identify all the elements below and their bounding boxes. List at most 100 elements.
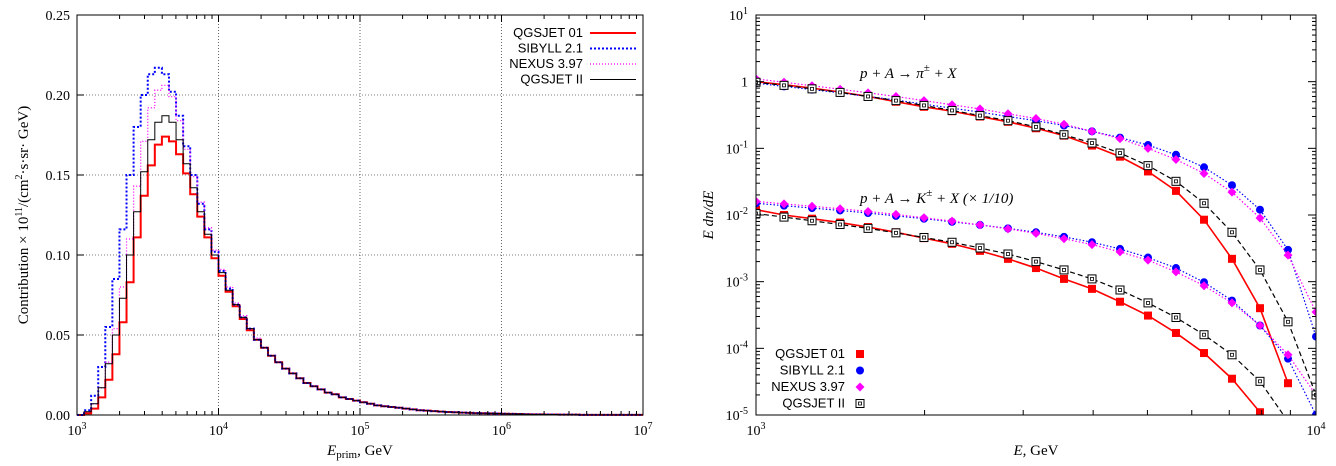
- right-x-tick-label-base: 10: [1307, 424, 1321, 439]
- right-data-point: [1031, 228, 1041, 238]
- right-data-point: [835, 204, 845, 214]
- right-data-point: [807, 216, 817, 226]
- left-x-tick-label-base: 10: [68, 424, 82, 439]
- right-data-point-inner: [866, 94, 870, 99]
- left-x-tick-label-base: 10: [492, 424, 506, 439]
- right-y-tick-label-base: 10: [726, 342, 740, 357]
- right-data-point-inner: [1006, 118, 1010, 123]
- right-y-tick-label-base: 10: [726, 209, 740, 224]
- right-data-point-inner: [1062, 132, 1066, 137]
- left-y-tick-label: 0.00: [46, 409, 71, 424]
- right-data-point: [835, 87, 845, 97]
- right-y-tick-label-base: 10: [726, 409, 740, 424]
- left-x-tick-label: 107: [634, 421, 653, 439]
- left-series: [77, 66, 643, 416]
- right-data-point-inner: [978, 246, 982, 250]
- left-series-qgsjet-ii: [77, 115, 643, 416]
- right-y-tick-label: 10-5: [726, 406, 748, 424]
- right-data-point-inner: [978, 113, 982, 118]
- right-data-point: [1199, 168, 1209, 178]
- right-series-line: [756, 202, 1316, 415]
- left-x-axis-label: Eprim, GeV: [326, 443, 393, 461]
- right-data-point: [1143, 161, 1153, 171]
- right-data-point: [835, 220, 845, 230]
- right-data-point: [1116, 297, 1125, 306]
- right-x-tick-label-exp: 4: [1321, 421, 1326, 432]
- right-data-point: [1003, 116, 1013, 126]
- right-data-point-inner: [1230, 230, 1234, 235]
- left-y-tick-label: 0.05: [46, 329, 71, 344]
- left-chart: 103 104 105 106 1070.000.050.100.150.200.25 …: [14, 9, 653, 461]
- right-y-tick-label-exp: -2: [740, 206, 748, 217]
- right-legend-marker: [855, 399, 865, 408]
- right-data-point-inner: [1230, 352, 1234, 357]
- right-data-point: [1143, 298, 1153, 308]
- right-data-point: [756, 77, 761, 87]
- right-data-point: [1311, 307, 1316, 317]
- right-legend-label: NEXUS 3.97: [771, 379, 845, 394]
- right-data-point-inner: [922, 235, 926, 240]
- left-y-tick-label: 0.25: [46, 9, 71, 24]
- right-data-point: [1059, 234, 1069, 244]
- right-data-point: [1227, 181, 1236, 190]
- right-y-tick-label: 10-2: [726, 206, 748, 224]
- right-data-point-inner: [1258, 268, 1262, 272]
- right-legend-label: SIBYLL 2.1: [780, 363, 845, 378]
- right-data-point: [947, 237, 957, 247]
- right-data-point-inner: [1034, 259, 1038, 264]
- right-data-point-inner: [1090, 277, 1094, 281]
- right-y-tick-label: 10-4: [726, 339, 748, 357]
- right-data-point: [1312, 411, 1316, 415]
- right-data-point: [919, 213, 929, 223]
- right-data-point: [919, 100, 929, 110]
- right-data-point: [1227, 374, 1236, 383]
- right-data-point: [1171, 150, 1180, 159]
- right-data-point-inner: [756, 80, 758, 85]
- right-y-tick-label-base: 10: [729, 9, 743, 24]
- right-data-point: [891, 209, 901, 219]
- right-data-point: [807, 201, 817, 211]
- right-legend-label: QGSJET II: [782, 396, 845, 411]
- right-data-point: [1255, 304, 1264, 313]
- right-y-tick-label: 101: [729, 6, 748, 24]
- right-data-point: [779, 212, 789, 222]
- right-y-axis-label: E dn/dE: [701, 191, 717, 241]
- left-x-tick-label-exp: 7: [648, 421, 653, 432]
- right-data-point: [947, 216, 957, 226]
- right-data-point: [1003, 224, 1013, 234]
- right-data-point-inner: [810, 218, 814, 223]
- right-data-point: [1200, 349, 1209, 358]
- right-x-tick-label-base: 10: [747, 424, 761, 439]
- right-data-point: [1171, 267, 1181, 277]
- right-legend-marker-inner: [858, 401, 862, 406]
- right-data-point: [1087, 240, 1097, 250]
- left-x-tick-label-exp: 6: [506, 421, 511, 432]
- right-data-point: [1087, 274, 1097, 284]
- right-x-tick-label: 104: [1307, 421, 1326, 439]
- right-data-point-inner: [922, 103, 926, 108]
- right-series-qgsjet-ii-k: [756, 209, 1285, 415]
- right-series-line: [756, 212, 1285, 415]
- right-data-point-inner: [1174, 179, 1178, 184]
- right-data-point: [1171, 154, 1181, 164]
- right-data-point-inner: [1118, 288, 1122, 292]
- left-y-tick-label: 0.20: [46, 89, 71, 104]
- left-grid: [77, 15, 643, 415]
- right-data-point: [1227, 254, 1236, 263]
- right-data-point-inner: [950, 108, 954, 113]
- right-y-tick-label-exp: 1: [743, 6, 748, 17]
- right-y-tick-label-exp: -4: [740, 339, 748, 350]
- right-data-point: [891, 228, 901, 238]
- right-data-point: [1059, 130, 1069, 140]
- right-data-point: [1227, 227, 1237, 237]
- left-y-tick-label: 0.10: [46, 249, 71, 264]
- left-x-tick-label: 105: [351, 421, 370, 439]
- right-data-point: [1031, 257, 1041, 267]
- right-data-point: [1031, 114, 1041, 124]
- right-data-point-inner: [810, 86, 814, 91]
- right-data-point-inner: [1006, 252, 1010, 256]
- right-data-point: [1227, 350, 1237, 360]
- right-y-tick-label-base: 10: [726, 276, 740, 291]
